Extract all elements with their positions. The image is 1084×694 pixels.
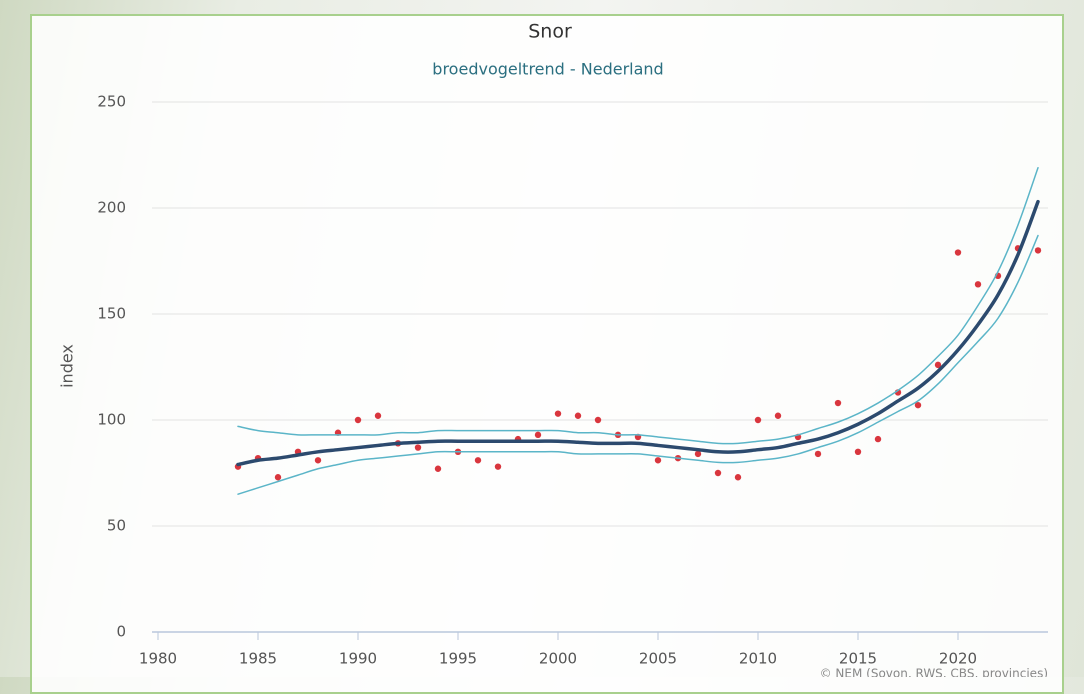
confidence-line [237,234,1039,495]
x-tick-label: 2005 [639,650,677,668]
x-tick-label: 1980 [139,650,177,668]
data-point [834,399,842,407]
data-point [554,410,562,417]
data-point [654,457,662,464]
data-point [714,469,722,477]
data-point [434,465,442,472]
data-point [494,463,502,470]
data-point [594,416,602,424]
y-tick-label: 250 [97,93,126,111]
data-point [934,361,942,369]
chart-subtitle: broedvogeltrend - Nederland [432,60,663,79]
data-point [274,474,282,481]
x-tick-label: 2000 [539,650,577,668]
data-point [734,474,742,481]
confidence-line [237,166,1039,445]
data-point [414,444,422,451]
data-point [1034,247,1042,254]
data-point [374,412,382,419]
data-point [354,416,362,424]
data-point [694,450,702,458]
y-tick-label: 50 [107,517,126,535]
x-tick-label: 2015 [839,650,877,668]
data-point [574,412,582,419]
y-axis-label: index [58,344,77,388]
x-tick-label: 2020 [939,650,977,668]
x-tick-label: 1995 [439,650,477,668]
data-point [954,249,962,256]
data-point [774,412,782,419]
data-point [914,401,922,409]
trend-line [236,199,1040,467]
data-point [474,457,482,464]
data-point [814,450,822,458]
x-tick-label: 1990 [339,650,377,668]
data-point [534,431,542,439]
x-tick-label: 2010 [739,650,777,668]
y-tick-label: 100 [97,411,126,429]
credit: © NEM (Sovon, RWS, CBS, provincies) [820,667,1048,678]
y-tick-label: 150 [97,305,126,323]
y-tick-label: 200 [97,199,126,217]
data-point [974,281,982,288]
y-tick-label: 0 [116,623,126,641]
data-point [754,416,762,424]
x-tick-label: 1985 [239,650,277,668]
data-point [854,448,862,455]
data-point [874,435,882,443]
chart: Snor broedvogeltrend - Nederland index ©… [58,21,1048,678]
chart-title: Snor [528,21,572,43]
data-point [314,457,322,464]
chart-panel [30,14,1064,694]
